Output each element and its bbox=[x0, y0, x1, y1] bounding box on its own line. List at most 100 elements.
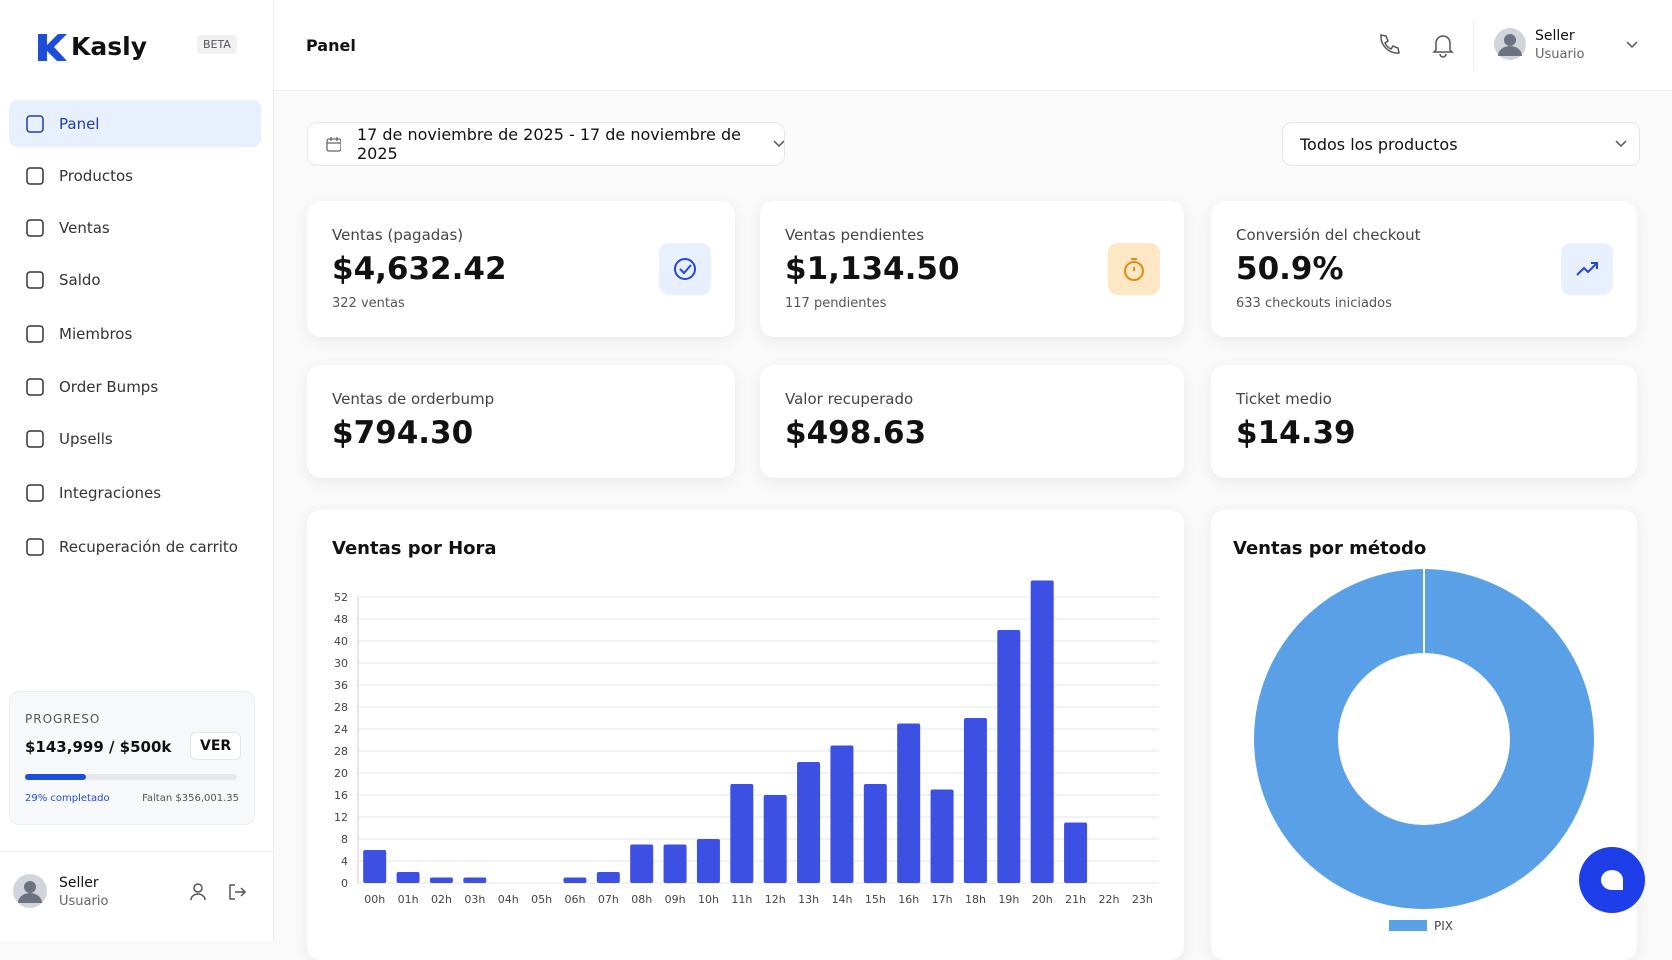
logout-icon[interactable] bbox=[227, 882, 247, 902]
nav-item[interactable]: Productos bbox=[9, 152, 261, 199]
bar bbox=[830, 745, 854, 883]
y-tick-label: 24 bbox=[334, 723, 348, 736]
x-tick-label: 05h bbox=[531, 893, 552, 906]
logo: Kasly bbox=[71, 32, 147, 61]
pie-slice bbox=[1254, 569, 1594, 909]
y-tick-label: 0 bbox=[341, 877, 348, 890]
nav-label: Panel bbox=[59, 114, 100, 133]
avatar bbox=[13, 874, 47, 908]
stat-label: Ventas (pagadas) bbox=[332, 226, 464, 244]
stat-icon bbox=[659, 243, 711, 295]
bar bbox=[1030, 580, 1054, 883]
stat-icon bbox=[1108, 243, 1160, 295]
nav-label: Order Bumps bbox=[59, 377, 159, 396]
nav-item[interactable]: Saldo bbox=[9, 256, 261, 303]
stat-icon bbox=[1561, 243, 1613, 295]
chat-button[interactable] bbox=[1579, 847, 1645, 913]
stat-value: 50.9% bbox=[1236, 251, 1344, 287]
y-tick-label: 48 bbox=[334, 613, 348, 626]
nav-item[interactable]: Miembros bbox=[9, 310, 261, 357]
stat-label: Valor recuperado bbox=[785, 390, 914, 408]
x-tick-label: 18h bbox=[965, 893, 986, 906]
x-tick-label: 22h bbox=[1098, 893, 1119, 906]
bar bbox=[663, 844, 687, 883]
bar bbox=[797, 762, 821, 883]
x-tick-label: 21h bbox=[1065, 893, 1086, 906]
stat-card: Valor recuperado $498.63 bbox=[760, 365, 1184, 478]
phone-icon[interactable] bbox=[1376, 32, 1402, 58]
nav-label: Ventas bbox=[59, 218, 110, 237]
bar bbox=[763, 795, 787, 883]
nav-item[interactable]: Upsells bbox=[9, 415, 261, 462]
legend-swatch bbox=[1389, 920, 1427, 931]
header-user-role: Usuario bbox=[1535, 47, 1585, 62]
header-user-name: Seller bbox=[1535, 28, 1575, 44]
x-tick-label: 23h bbox=[1132, 893, 1153, 906]
nav-item[interactable]: Integraciones bbox=[9, 469, 261, 516]
bar bbox=[429, 877, 453, 883]
x-tick-label: 19h bbox=[998, 893, 1019, 906]
progress-box: PROGRESO $143,999 / $500k VER 29% comple… bbox=[9, 691, 255, 825]
stat-sub: 322 ventas bbox=[332, 296, 405, 311]
x-tick-label: 12h bbox=[765, 893, 786, 906]
stat-label: Ventas pendientes bbox=[785, 226, 925, 244]
progress-title: PROGRESO bbox=[25, 712, 101, 726]
nav-label: Upsells bbox=[59, 429, 113, 448]
bar bbox=[863, 784, 887, 883]
header: Panel Seller Usuario bbox=[274, 0, 1672, 91]
progress-track bbox=[25, 774, 237, 780]
bar bbox=[997, 630, 1021, 883]
bar bbox=[463, 877, 487, 883]
nav-label: Integraciones bbox=[59, 483, 162, 502]
bar bbox=[930, 789, 954, 883]
chart-title: Ventas por Hora bbox=[332, 538, 497, 559]
profile-icon[interactable] bbox=[188, 882, 208, 902]
progress-remaining: Faltan $356,001.35 bbox=[142, 793, 239, 804]
x-tick-label: 14h bbox=[831, 893, 852, 906]
stat-sub: 633 checkouts iniciados bbox=[1236, 296, 1392, 311]
x-tick-label: 04h bbox=[498, 893, 519, 906]
stat-label: Ventas de orderbump bbox=[332, 390, 495, 408]
x-tick-label: 07h bbox=[598, 893, 619, 906]
x-tick-label: 13h bbox=[798, 893, 819, 906]
bar bbox=[963, 718, 987, 883]
nav-label: Saldo bbox=[59, 270, 101, 289]
page-title: Panel bbox=[306, 36, 356, 55]
x-tick-label: 20h bbox=[1032, 893, 1053, 906]
bar bbox=[630, 844, 654, 883]
x-tick-label: 15h bbox=[865, 893, 886, 906]
nav-item[interactable]: Ventas bbox=[9, 204, 261, 251]
x-tick-label: 02h bbox=[431, 893, 452, 906]
nav-label: Miembros bbox=[59, 324, 133, 343]
y-tick-label: 20 bbox=[334, 767, 348, 780]
stat-value: $498.63 bbox=[785, 415, 927, 451]
product-filter[interactable]: Todos los productos bbox=[1282, 122, 1640, 166]
nav-item[interactable]: Order Bumps bbox=[9, 363, 261, 410]
sidebar: Kasly BETA PROGRESO $143,999 / $500k VER… bbox=[0, 0, 274, 941]
bell-icon[interactable] bbox=[1430, 32, 1456, 58]
chart-title: Ventas por método bbox=[1233, 538, 1427, 559]
nav-label: Recuperación de carrito bbox=[59, 537, 238, 556]
y-tick-label: 28 bbox=[334, 701, 348, 714]
bar bbox=[696, 839, 720, 883]
user-menu-chevron[interactable] bbox=[1625, 40, 1639, 50]
stat-value: $4,632.42 bbox=[332, 251, 507, 287]
x-tick-label: 11h bbox=[731, 893, 752, 906]
nav-item[interactable]: Recuperación de carrito bbox=[9, 523, 261, 570]
user-role: Usuario bbox=[59, 894, 109, 909]
beta-badge: BETA bbox=[197, 35, 237, 54]
stat-card: Ventas de orderbump $794.30 bbox=[307, 365, 735, 478]
nav-label: Productos bbox=[59, 166, 133, 185]
bar bbox=[730, 784, 754, 883]
stat-value: $14.39 bbox=[1236, 415, 1356, 451]
y-tick-label: 36 bbox=[334, 679, 348, 692]
nav-item[interactable]: Panel bbox=[9, 100, 261, 147]
date-filter[interactable]: 17 de noviembre de 2025 - 17 de noviembr… bbox=[307, 122, 785, 166]
stat-value: $794.30 bbox=[332, 415, 474, 451]
bar bbox=[897, 723, 921, 883]
view-button[interactable]: VER bbox=[190, 732, 242, 760]
bar bbox=[396, 872, 420, 883]
logo-icon bbox=[38, 34, 67, 61]
